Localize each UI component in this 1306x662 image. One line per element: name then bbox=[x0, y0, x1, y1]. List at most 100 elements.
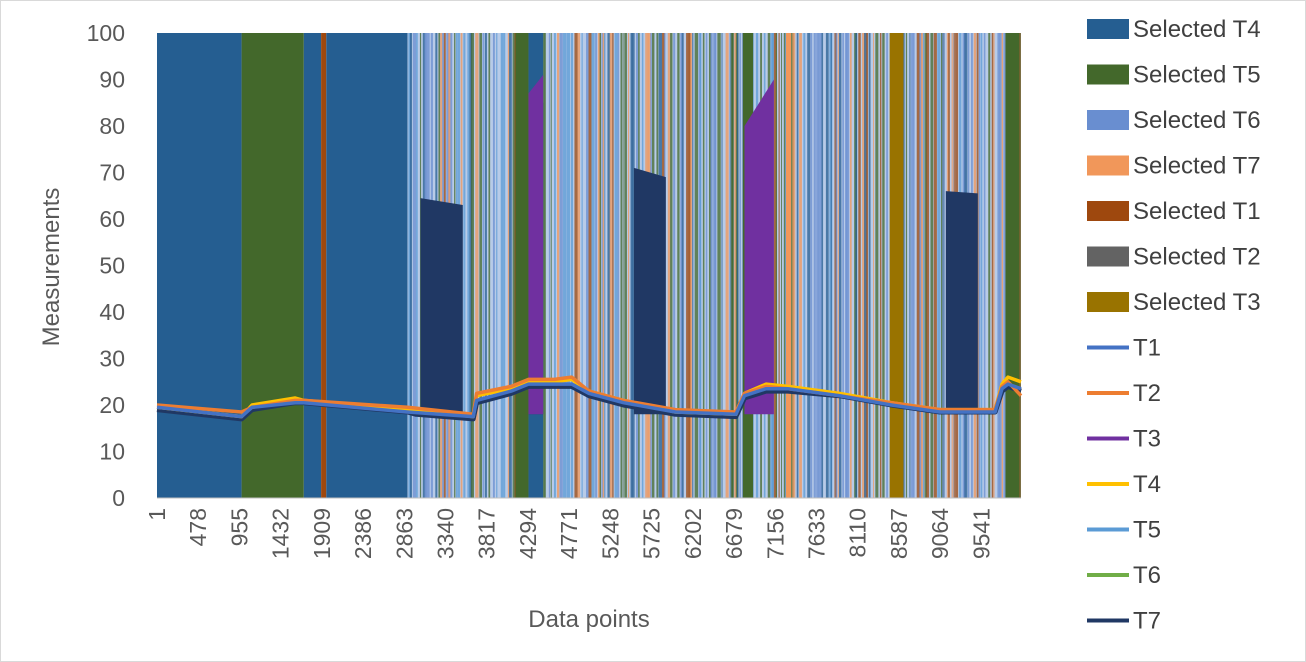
selection-stripe bbox=[825, 33, 829, 498]
x-tick-label: 8587 bbox=[886, 508, 912, 559]
selection-stripe bbox=[469, 33, 473, 498]
legend-label-selected-t5: Selected T5 bbox=[1133, 62, 1261, 89]
selection-stripe bbox=[930, 33, 934, 498]
selection-stripe bbox=[412, 33, 417, 498]
selection-stripe bbox=[922, 33, 925, 498]
x-tick-label: 2386 bbox=[350, 508, 376, 559]
y-axis-title: Measurements bbox=[38, 188, 65, 347]
selection-stripe bbox=[978, 33, 981, 498]
legend-swatch-selected-t2 bbox=[1087, 246, 1129, 267]
legend-swatch-selected-t1 bbox=[1087, 201, 1129, 221]
selection-stripe bbox=[730, 33, 734, 498]
selection-stripe bbox=[882, 33, 885, 498]
plateau-t7 bbox=[945, 191, 978, 415]
selection-stripe bbox=[507, 33, 510, 498]
x-tick-label: 8110 bbox=[845, 508, 871, 557]
selection-stripe bbox=[627, 33, 630, 498]
legend-label-selected-t1: Selected T1 bbox=[1133, 198, 1261, 225]
selection-stripe bbox=[614, 33, 618, 498]
selection-stripe bbox=[993, 33, 995, 498]
selection-stripe bbox=[821, 33, 824, 498]
selection-stripe bbox=[496, 33, 498, 498]
selection-stripe bbox=[846, 33, 850, 498]
selection-stripe bbox=[991, 33, 994, 498]
x-tick-label: 4771 bbox=[556, 508, 582, 559]
selection-stripe bbox=[937, 33, 941, 498]
selection-stripe bbox=[790, 33, 794, 498]
selection-stripe bbox=[623, 33, 625, 498]
selection-stripe bbox=[570, 33, 574, 498]
selection-stripe bbox=[988, 33, 991, 498]
selection-stripe bbox=[556, 33, 560, 498]
selection-stripe bbox=[492, 33, 495, 498]
selection-stripe bbox=[550, 33, 552, 498]
x-tick-label: 9541 bbox=[968, 508, 994, 559]
selection-stripe bbox=[792, 33, 796, 498]
selection-stripe bbox=[717, 33, 721, 498]
selection-stripe bbox=[879, 33, 882, 498]
selection-stripe bbox=[690, 33, 693, 498]
legend-swatch-selected-t6 bbox=[1087, 110, 1129, 130]
selection-stripe bbox=[500, 33, 504, 498]
selection-stripe bbox=[731, 33, 734, 498]
selection-stripe bbox=[607, 33, 611, 498]
selection-stripe bbox=[705, 33, 708, 498]
selection-stripe bbox=[509, 33, 512, 498]
selection-stripe bbox=[542, 33, 546, 498]
y-tick-label: 70 bbox=[99, 160, 125, 186]
plateau-areas bbox=[420, 74, 978, 415]
x-tick-labels: 1 478 955 1432 1909 2386 2863 3340 3817 4294 4771 5… bbox=[144, 508, 994, 559]
plateau-t3 bbox=[744, 79, 774, 415]
selection-stripe bbox=[488, 33, 491, 498]
selection-stripe bbox=[818, 33, 822, 498]
y-tick-label: 80 bbox=[99, 113, 125, 139]
selection-stripe bbox=[416, 33, 418, 498]
selected-region-selected-t7 bbox=[785, 33, 792, 498]
x-axis-title: Data points bbox=[528, 606, 649, 633]
selection-stripe bbox=[775, 33, 778, 498]
selection-stripe bbox=[721, 33, 723, 498]
legend-label-selected-t6: Selected T6 bbox=[1133, 107, 1261, 134]
x-tick-label: 1909 bbox=[309, 508, 335, 559]
selection-stripe bbox=[503, 33, 506, 498]
legend-label-t5: T5 bbox=[1133, 517, 1161, 544]
selected-region-selected-t4 bbox=[326, 33, 408, 498]
selection-stripe bbox=[781, 33, 783, 498]
selection-stripe bbox=[858, 33, 861, 498]
selection-stripe bbox=[997, 33, 1000, 498]
selection-stripe bbox=[688, 33, 691, 498]
selection-stripe bbox=[919, 33, 922, 498]
selection-stripe bbox=[670, 33, 673, 498]
selection-stripe bbox=[886, 33, 888, 498]
selection-stripe bbox=[924, 33, 928, 498]
plateau-t3 bbox=[528, 74, 544, 415]
selection-stripe bbox=[839, 33, 842, 498]
selection-stripe bbox=[591, 33, 595, 498]
selection-stripe bbox=[783, 33, 786, 498]
selection-stripe bbox=[463, 33, 466, 498]
y-tick-label: 0 bbox=[112, 485, 125, 511]
selection-stripe bbox=[673, 33, 676, 498]
legend-label-selected-t2: Selected T2 bbox=[1133, 244, 1261, 271]
selection-stripe bbox=[597, 33, 601, 498]
selection-stripe bbox=[845, 33, 848, 498]
selection-stripe bbox=[866, 33, 869, 498]
selection-stripe bbox=[624, 33, 627, 498]
selection-stripe bbox=[862, 33, 866, 498]
selection-stripe bbox=[588, 33, 592, 498]
selection-stripe bbox=[599, 33, 602, 498]
selection-stripe bbox=[620, 33, 623, 498]
y-tick-labels: 0 10 20 30 40 50 60 70 80 90 100 bbox=[87, 20, 125, 511]
legend-label-t7: T7 bbox=[1133, 608, 1161, 635]
selection-stripe bbox=[835, 33, 838, 498]
selection-stripe bbox=[1019, 33, 1021, 498]
legend-swatch-selected-t5 bbox=[1087, 64, 1129, 85]
selection-stripe bbox=[855, 33, 858, 498]
selection-stripe bbox=[1001, 33, 1004, 498]
x-tick-label: 1432 bbox=[268, 508, 294, 559]
selection-stripe bbox=[631, 33, 635, 498]
selection-stripe bbox=[710, 33, 713, 498]
selection-stripe bbox=[471, 33, 475, 498]
selection-stripe bbox=[799, 33, 802, 498]
legend-label-selected-t3: Selected T3 bbox=[1133, 289, 1261, 316]
